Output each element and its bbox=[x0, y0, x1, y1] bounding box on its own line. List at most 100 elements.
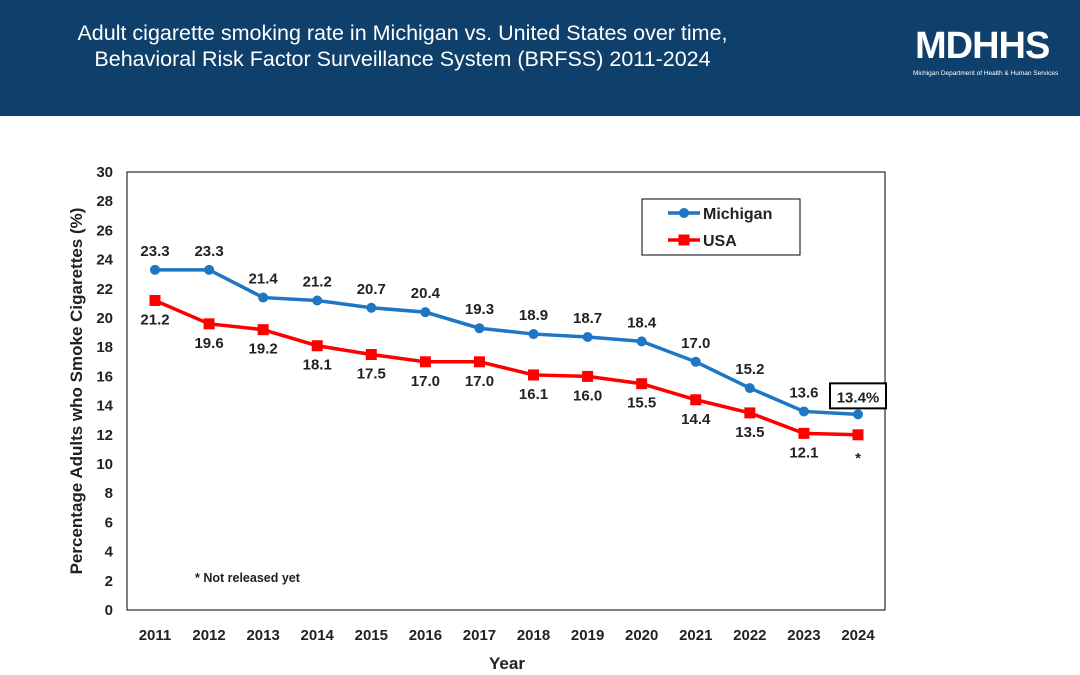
highlight-box bbox=[829, 382, 887, 410]
page-title: Adult cigarette smoking rate in Michigan… bbox=[0, 20, 805, 72]
y-tick-label: 26 bbox=[96, 222, 113, 239]
data-label: 17.0 bbox=[465, 373, 494, 390]
x-tick-label: 2024 bbox=[841, 627, 875, 644]
data-point bbox=[366, 302, 377, 313]
y-tick-label: 6 bbox=[105, 514, 113, 531]
data-point bbox=[473, 356, 485, 368]
data-label: 23.3 bbox=[140, 243, 169, 260]
data-label: 14.4 bbox=[681, 411, 711, 428]
x-tick-label: 2012 bbox=[192, 627, 225, 644]
data-label: 23.3 bbox=[194, 243, 223, 260]
y-tick-label: 8 bbox=[105, 485, 113, 502]
y-tick-label: 16 bbox=[96, 368, 113, 385]
data-point bbox=[690, 356, 701, 367]
data-label: 13.5 bbox=[735, 424, 764, 441]
data-label: 18.1 bbox=[303, 357, 332, 374]
data-label: 17.5 bbox=[357, 366, 386, 383]
data-label: 20.7 bbox=[357, 281, 386, 298]
logo-text: MDHHS bbox=[915, 25, 1050, 67]
data-label: 18.7 bbox=[573, 310, 602, 327]
data-point bbox=[365, 349, 377, 360]
x-tick-label: 2018 bbox=[517, 627, 550, 644]
data-point bbox=[420, 307, 431, 318]
x-axis-label: Year bbox=[489, 654, 525, 673]
x-tick-label: 2011 bbox=[139, 627, 172, 644]
data-label: 16.0 bbox=[573, 387, 602, 404]
y-tick-label: 10 bbox=[96, 456, 113, 473]
data-label: 18.9 bbox=[519, 307, 548, 324]
data-point bbox=[798, 406, 809, 417]
data-point bbox=[528, 329, 539, 340]
data-label: 21.2 bbox=[140, 311, 169, 328]
data-label: 16.1 bbox=[519, 386, 548, 403]
data-point bbox=[853, 409, 863, 420]
data-point bbox=[852, 429, 864, 441]
y-tick-label: 4 bbox=[105, 544, 114, 561]
x-tick-label: 2014 bbox=[301, 627, 335, 644]
title-line-2: Behavioral Risk Factor Surveillance Syst… bbox=[94, 47, 711, 71]
y-tick-label: 12 bbox=[96, 427, 113, 444]
legend bbox=[641, 198, 801, 256]
data-label: 15.5 bbox=[627, 395, 656, 412]
data-label: 19.3 bbox=[465, 301, 494, 318]
data-label: 13.4% bbox=[837, 389, 880, 406]
data-label: * bbox=[855, 450, 861, 467]
y-axis-label: Percentage Adults who Smoke Cigarettes (… bbox=[67, 208, 86, 575]
header-banner: Adult cigarette smoking rate in Michigan… bbox=[0, 0, 1080, 116]
x-tick-label: 2022 bbox=[733, 627, 766, 644]
data-point bbox=[150, 264, 160, 275]
x-tick-label: 2016 bbox=[409, 627, 442, 644]
data-point bbox=[744, 407, 756, 419]
data-point bbox=[203, 318, 215, 330]
data-point bbox=[636, 336, 647, 347]
data-point bbox=[311, 340, 323, 352]
x-tick-label: 2020 bbox=[625, 627, 658, 644]
legend-marker bbox=[678, 234, 690, 246]
data-point bbox=[690, 394, 702, 406]
data-point bbox=[204, 264, 215, 275]
data-point bbox=[419, 356, 431, 368]
data-point bbox=[528, 369, 540, 381]
data-label: 17.0 bbox=[411, 373, 440, 390]
mdhhs-logo: MDHHS Michigan Department of Health & Hu… bbox=[905, 14, 1075, 84]
data-label: 19.6 bbox=[194, 335, 223, 352]
data-point bbox=[149, 294, 161, 306]
data-point bbox=[798, 427, 810, 439]
data-point bbox=[257, 324, 269, 336]
logo-subtitle: Michigan Department of Health & Human Se… bbox=[913, 70, 1059, 77]
x-tick-label: 2023 bbox=[787, 627, 820, 644]
y-tick-label: 2 bbox=[105, 573, 113, 590]
data-point bbox=[744, 383, 755, 394]
legend-marker bbox=[679, 208, 689, 218]
data-label: 12.1 bbox=[789, 444, 818, 461]
y-tick-label: 28 bbox=[96, 193, 113, 210]
y-tick-label: 22 bbox=[96, 281, 113, 298]
data-point bbox=[258, 292, 269, 303]
annotation-note: * Not released yet bbox=[195, 571, 301, 585]
data-point bbox=[582, 370, 594, 382]
y-tick-label: 14 bbox=[96, 398, 113, 415]
data-label: 20.4 bbox=[411, 285, 441, 302]
data-label: 18.4 bbox=[627, 314, 657, 331]
data-point bbox=[312, 295, 323, 306]
legend-label: Michigan bbox=[703, 206, 772, 223]
title-line-1: Adult cigarette smoking rate in Michigan… bbox=[77, 21, 728, 45]
data-label: 21.2 bbox=[303, 273, 332, 290]
x-tick-label: 2021 bbox=[679, 627, 712, 644]
data-point bbox=[636, 378, 648, 390]
data-label: 13.6 bbox=[789, 384, 818, 401]
data-point bbox=[582, 331, 593, 342]
y-tick-label: 30 bbox=[96, 164, 113, 181]
y-tick-label: 20 bbox=[96, 310, 113, 327]
x-tick-label: 2017 bbox=[463, 627, 496, 644]
data-label: 15.2 bbox=[735, 361, 764, 378]
legend-label: USA bbox=[703, 233, 737, 250]
y-tick-label: 24 bbox=[96, 252, 113, 269]
series-line-michigan bbox=[155, 268, 859, 417]
x-tick-label: 2015 bbox=[355, 627, 388, 644]
x-tick-label: 2019 bbox=[571, 627, 604, 644]
x-tick-label: 2013 bbox=[246, 627, 279, 644]
data-label: 19.2 bbox=[249, 341, 278, 358]
y-tick-label: 0 bbox=[105, 602, 113, 619]
